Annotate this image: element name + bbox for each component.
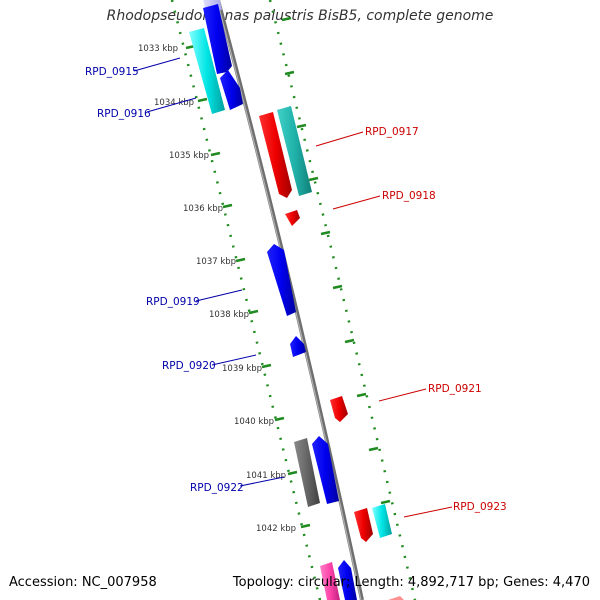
gene-label-forward: RPD_0920 xyxy=(162,360,216,372)
kbp-label: 1035 kbp xyxy=(169,151,209,161)
gene-feature-blue xyxy=(203,4,232,74)
kbp-label: 1039 kbp xyxy=(222,364,262,374)
forward-callouts xyxy=(133,57,285,487)
gene-feature-red xyxy=(285,210,300,226)
gene-feature-pink-light xyxy=(388,596,404,600)
gene-label-forward: RPD_0922 xyxy=(190,482,244,494)
reverse-callouts xyxy=(315,131,453,518)
gene-feature-cyan xyxy=(189,28,225,114)
kbp-label: 1034 kbp xyxy=(154,98,194,108)
accession-text: Accession: NC_007958 xyxy=(9,575,157,590)
gene-label-forward: RPD_0915 xyxy=(85,66,139,78)
kbp-label: 1042 kbp xyxy=(256,524,296,534)
genome-summary-text: Topology: circular; Length: 4,892,717 bp… xyxy=(232,575,590,590)
gene-feature-blue xyxy=(267,244,296,316)
gene-label-forward: RPD_0919 xyxy=(146,296,200,308)
gene-feature-red xyxy=(259,112,292,198)
kbp-label: 1038 kbp xyxy=(209,310,249,320)
forward-ruler-track xyxy=(170,0,322,600)
genome-title: Rhodopseudomonas palustris BisB5, comple… xyxy=(106,8,494,24)
gene-label-reverse: RPD_0917 xyxy=(365,126,419,138)
reverse-ruler-track xyxy=(268,0,417,600)
gene-label-forward: RPD_0916 xyxy=(97,108,151,120)
gene-feature-blue xyxy=(290,336,306,357)
kbp-label: 1036 kbp xyxy=(183,204,223,214)
gene-feature-pink xyxy=(320,562,340,600)
gene-feature-teal xyxy=(277,106,312,196)
gene-feature-red xyxy=(354,508,373,542)
gene-feature-gray xyxy=(294,438,320,507)
gene-label-reverse: RPD_0918 xyxy=(382,190,436,202)
gene-label-reverse: RPD_0923 xyxy=(453,501,507,513)
gene-label-reverse: RPD_0921 xyxy=(428,383,482,395)
gene-feature-blue xyxy=(338,560,357,600)
reverse-major-ticks xyxy=(281,16,391,505)
gene-feature-red xyxy=(330,396,348,422)
gene-feature-cyan xyxy=(372,504,392,538)
kbp-label: 1041 kbp xyxy=(246,471,286,481)
gene-feature-blue xyxy=(312,436,339,504)
kbp-label: 1033 kbp xyxy=(138,44,178,54)
gene-feature-blue xyxy=(220,70,243,110)
kbp-label: 1040 kbp xyxy=(234,417,274,427)
genome-backbone xyxy=(216,0,364,600)
kbp-label: 1037 kbp xyxy=(196,257,236,267)
